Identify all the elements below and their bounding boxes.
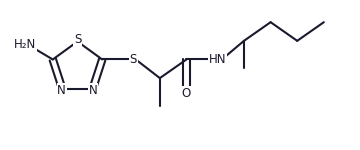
Text: H₂N: H₂N [14, 38, 36, 51]
Text: O: O [182, 87, 191, 100]
Text: HN: HN [208, 53, 226, 66]
Text: S: S [74, 33, 81, 46]
Text: N: N [57, 84, 66, 97]
Text: S: S [130, 53, 137, 66]
Text: N: N [89, 84, 98, 97]
